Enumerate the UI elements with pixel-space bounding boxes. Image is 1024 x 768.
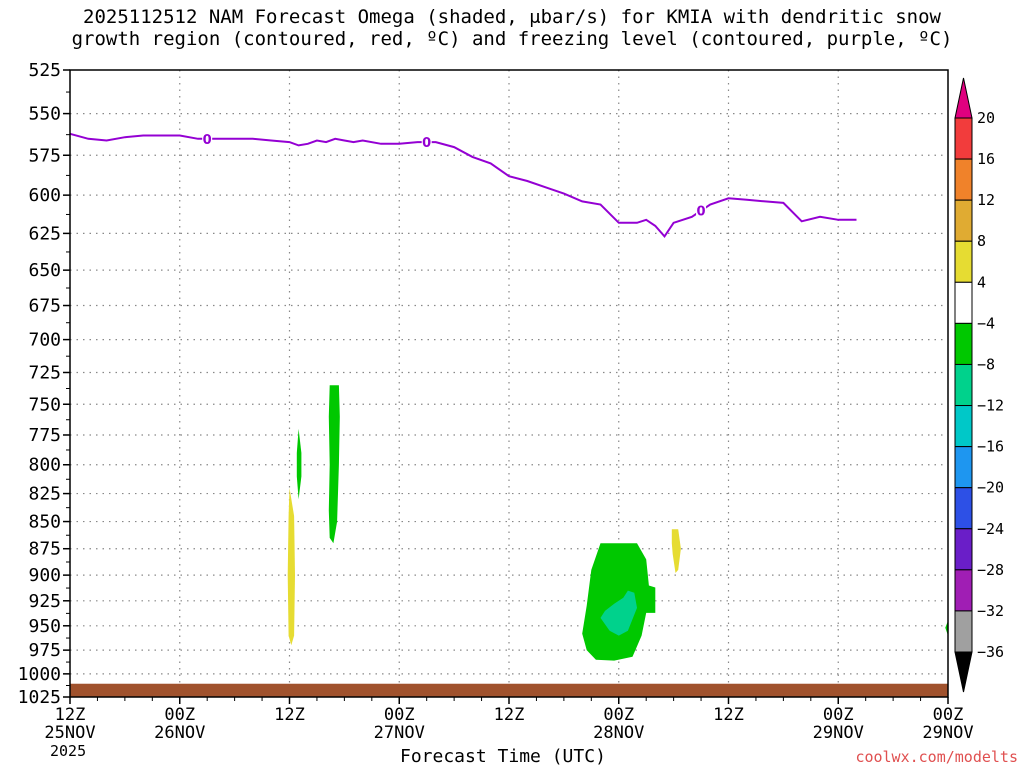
x-tick-label: 12Z bbox=[494, 705, 525, 725]
x-tick-label: 12Z bbox=[55, 705, 86, 725]
x-tick-label: 00Z bbox=[164, 705, 195, 725]
colorbar-segment bbox=[954, 446, 973, 489]
colorbar-segment bbox=[954, 117, 973, 160]
y-tick-label: 575 bbox=[28, 145, 61, 166]
freezing-level-label: 0 bbox=[203, 133, 212, 148]
colorbar-label: 16 bbox=[977, 150, 995, 168]
x-tick-label: 00Z bbox=[933, 705, 964, 725]
omega-region bbox=[671, 529, 681, 573]
chart-title: 2025112512 NAM Forecast Omega (shaded, μ… bbox=[0, 6, 1024, 50]
x-tick-date-label: 28NOV bbox=[593, 723, 644, 743]
freezing-level-label-bg bbox=[421, 134, 432, 149]
y-tick-label: 825 bbox=[28, 484, 61, 505]
colorbar-segment bbox=[954, 281, 973, 324]
y-tick-label: 750 bbox=[28, 394, 61, 415]
x-tick-label: 00Z bbox=[823, 705, 854, 725]
colorbar-label: −36 bbox=[977, 643, 1004, 661]
x-tick-label: 12Z bbox=[713, 705, 744, 725]
y-tick-label: 1025 bbox=[18, 687, 61, 708]
x-tick-date-label: 25NOV bbox=[44, 723, 95, 743]
colorbar-label: −24 bbox=[977, 520, 1004, 538]
x-tick-label: 12Z bbox=[274, 705, 305, 725]
colorbar-label: −20 bbox=[977, 479, 1004, 497]
colorbar-label: −8 bbox=[977, 355, 995, 373]
x-tick-date-label: 27NOV bbox=[374, 723, 425, 743]
omega-region bbox=[328, 385, 340, 544]
y-tick-label: 850 bbox=[28, 512, 61, 533]
colorbar-label: 8 bbox=[977, 232, 986, 250]
y-tick-label: 525 bbox=[28, 60, 61, 81]
colorbar-label: −4 bbox=[977, 314, 995, 332]
x-axis-label: Forecast Time (UTC) bbox=[400, 746, 606, 767]
colorbar-segment bbox=[954, 487, 973, 530]
colorbar-label: −12 bbox=[977, 397, 1004, 415]
omega-region bbox=[296, 428, 302, 500]
colorbar-label: −16 bbox=[977, 438, 1004, 456]
freezing-level-label-bg bbox=[202, 130, 213, 145]
colorbar-label: −28 bbox=[977, 561, 1004, 579]
colorbar-bottom-arrow bbox=[954, 651, 973, 693]
title-line-1: 2025112512 NAM Forecast Omega (shaded, μ… bbox=[83, 6, 941, 28]
colorbar-segment bbox=[954, 158, 973, 201]
y-tick-label: 600 bbox=[28, 185, 61, 206]
freezing-level-label-bg bbox=[696, 202, 707, 217]
title-line-2: growth region (contoured, red, ºC) and f… bbox=[71, 28, 953, 50]
colorbar-segment bbox=[954, 610, 973, 653]
x-tick-date-label: 29NOV bbox=[813, 723, 864, 743]
year-label: 2025 bbox=[50, 742, 87, 760]
colorbar-segment bbox=[954, 363, 973, 407]
freezing-level-label: 0 bbox=[422, 136, 431, 151]
colorbar-segment bbox=[954, 405, 973, 448]
omega-region bbox=[600, 590, 637, 636]
y-tick-label: 550 bbox=[28, 104, 61, 125]
y-tick-label: 650 bbox=[28, 260, 61, 281]
colorbar-segment bbox=[954, 322, 973, 365]
colorbar-top-arrow bbox=[954, 77, 973, 119]
x-tick-label: 00Z bbox=[603, 705, 634, 725]
colorbar-segment bbox=[954, 199, 973, 242]
omega-region bbox=[287, 487, 295, 646]
y-tick-label: 700 bbox=[28, 330, 61, 351]
colorbar-segment bbox=[954, 569, 973, 612]
credit-link[interactable]: coolwx.com/modelts bbox=[855, 748, 1018, 766]
y-tick-label: 775 bbox=[28, 425, 61, 446]
x-tick-label: 00Z bbox=[384, 705, 415, 725]
y-tick-label: 925 bbox=[28, 591, 61, 612]
colorbar-segment bbox=[954, 240, 973, 283]
y-tick-label: 1000 bbox=[18, 664, 61, 685]
surface-band bbox=[70, 683, 948, 697]
y-tick-label: 950 bbox=[28, 616, 61, 637]
colorbar-label: 20 bbox=[977, 109, 995, 127]
y-tick-label: 725 bbox=[28, 362, 61, 383]
y-tick-label: 625 bbox=[28, 223, 61, 244]
freezing-level-label: 0 bbox=[697, 205, 706, 220]
y-tick-label: 800 bbox=[28, 455, 61, 476]
y-tick-label: 875 bbox=[28, 539, 61, 560]
colorbar-label: −32 bbox=[977, 602, 1004, 620]
colorbar-label: 12 bbox=[977, 191, 995, 209]
y-tick-label: 900 bbox=[28, 565, 61, 586]
x-tick-date-label: 29NOV bbox=[922, 723, 973, 743]
colorbar-segment bbox=[954, 528, 973, 571]
x-tick-date-label: 26NOV bbox=[154, 723, 205, 743]
y-tick-label: 675 bbox=[28, 296, 61, 317]
colorbar-label: 4 bbox=[977, 273, 986, 291]
freezing-level-line bbox=[69, 132, 857, 239]
y-tick-label: 975 bbox=[28, 640, 61, 661]
